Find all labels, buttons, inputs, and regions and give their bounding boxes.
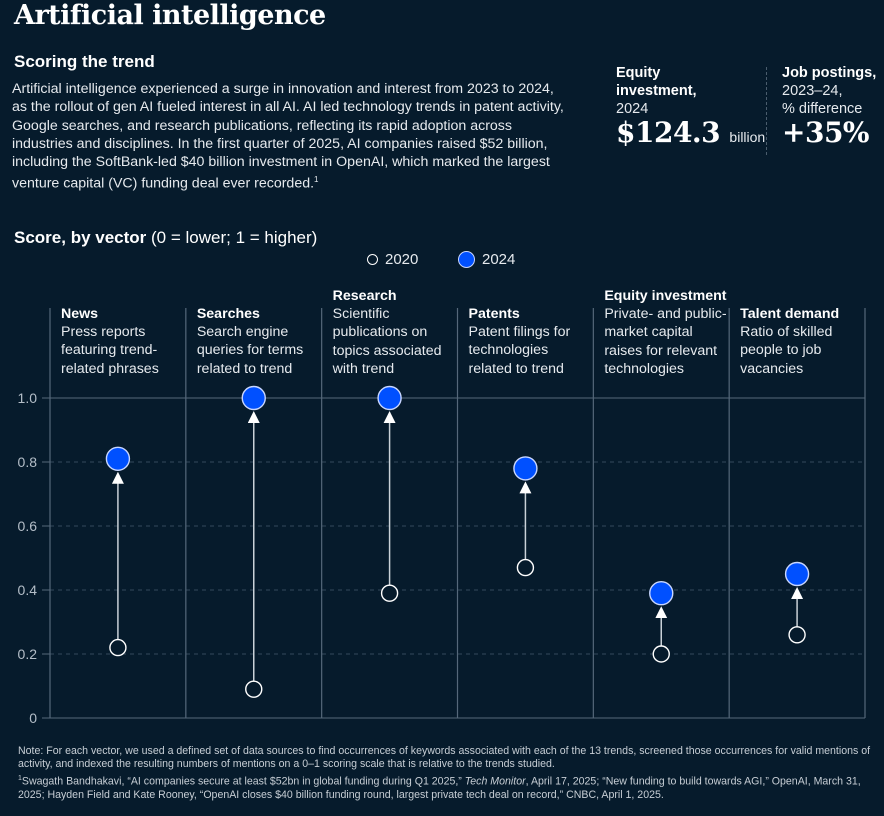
stat-value: +35% <box>782 116 870 149</box>
column-header: Research Scientific publications on topic… <box>333 287 458 378</box>
chart-heading-rest: (0 = lower; 1 = higher) <box>146 228 318 247</box>
column-description: Ratio of skilled people to job vacancies <box>740 324 833 377</box>
column-name: Talent demand <box>740 306 840 322</box>
section-subtitle: Scoring the trend <box>14 52 155 71</box>
chart-heading: Score, by vector (0 = lower; 1 = higher) <box>14 228 317 248</box>
dumbbell-chart: 0 0.2 0.4 0.6 0.8 1.0 <box>18 308 866 726</box>
column-name: News <box>61 306 99 322</box>
source-publication: Tech Monitor <box>464 775 526 788</box>
column-description: Patent filings for technologies related … <box>468 324 571 377</box>
point-2024 <box>784 561 810 587</box>
point-2024 <box>105 446 131 472</box>
column-name: Equity investment <box>604 288 727 304</box>
source-part1: Swagath Bandhakavi, “AI companies secure… <box>21 775 465 788</box>
point-2020 <box>109 638 127 657</box>
point-2024 <box>377 385 402 411</box>
stat-unit: billion <box>729 129 766 145</box>
intro-text: Artificial intelligence experienced a su… <box>12 81 564 193</box>
stat-sublabel: 2024 <box>616 101 649 117</box>
source-text: 1Swagath Bandhakavi, “AI companies secur… <box>18 772 874 802</box>
page-title: Artificial intelligence <box>14 0 326 31</box>
footnotes: Note: For each vector, we used a defined… <box>18 745 874 802</box>
legend-item-2024: 2024 <box>458 251 515 268</box>
point-2020 <box>788 626 806 644</box>
y-tick-label: 0.6 <box>18 518 38 534</box>
column-header: Equity investment Private- and public-mar… <box>604 287 729 378</box>
point-2024 <box>513 456 538 481</box>
stat-label: Equity <box>616 65 661 81</box>
point-2024 <box>649 581 674 606</box>
stat-job-postings: Job postings, 2023–24, % difference +35% <box>782 64 877 149</box>
column-header: News Press reports featuring trend-relate… <box>61 305 186 378</box>
column-description: Search engine queries for terms related … <box>196 324 304 377</box>
point-2020 <box>652 645 670 663</box>
point-2020 <box>380 584 399 602</box>
point-2024 <box>241 385 266 411</box>
stat-sublabel: 2023–24, <box>782 83 843 99</box>
stat-value: $124.3 <box>616 116 721 149</box>
column-description: Private- and public-market capital raise… <box>604 306 727 377</box>
column-name: Patents <box>468 306 520 322</box>
y-tick-label: 1.0 <box>18 390 38 406</box>
column-header: Talent demand Ratio of skilled people to … <box>740 305 865 378</box>
y-tick-label: 0.8 <box>18 454 38 470</box>
legend-label: 2024 <box>482 251 516 268</box>
column-header: Searches Search engine queries for terms … <box>197 305 322 378</box>
y-tick-label: 0.2 <box>18 646 38 662</box>
note-text: Note: For each vector, we used a defined… <box>18 745 871 771</box>
stat-value-container: $124.3 billion <box>616 119 766 147</box>
y-tick-label: 0 <box>29 710 37 726</box>
stat-label: investment, <box>616 83 697 99</box>
column-description: Press reports featuring trend-related ph… <box>61 324 159 377</box>
legend-item-2020: 2020 <box>367 251 418 268</box>
filled-circle-icon <box>458 251 475 268</box>
legend-label: 2020 <box>385 251 419 268</box>
source-mark: 1 <box>18 774 22 782</box>
point-2020 <box>516 558 535 577</box>
column-name: Searches <box>196 306 260 322</box>
footnote-mark: 1 <box>314 175 319 185</box>
column-header: Patents Patent filings for technologies r… <box>469 305 594 378</box>
chart-heading-bold: Score, by vector <box>14 228 147 247</box>
column-description: Scientific publications on topics associ… <box>332 306 442 377</box>
point-2020 <box>245 680 263 698</box>
stat-label: Job postings, <box>782 65 877 81</box>
stat-divider <box>766 67 767 155</box>
intro-paragraph: Artificial intelligence experienced a su… <box>12 80 572 194</box>
stat-sublabel: % difference <box>782 101 863 117</box>
stat-equity-investment: Equity investment, 2024 $124.3 billion <box>616 64 766 147</box>
y-tick-label: 0.4 <box>18 582 38 598</box>
column-name: Research <box>332 288 397 304</box>
source-part2: , April 17, 2025; “New funding to build … <box>18 775 861 801</box>
hollow-circle-icon <box>367 254 378 265</box>
